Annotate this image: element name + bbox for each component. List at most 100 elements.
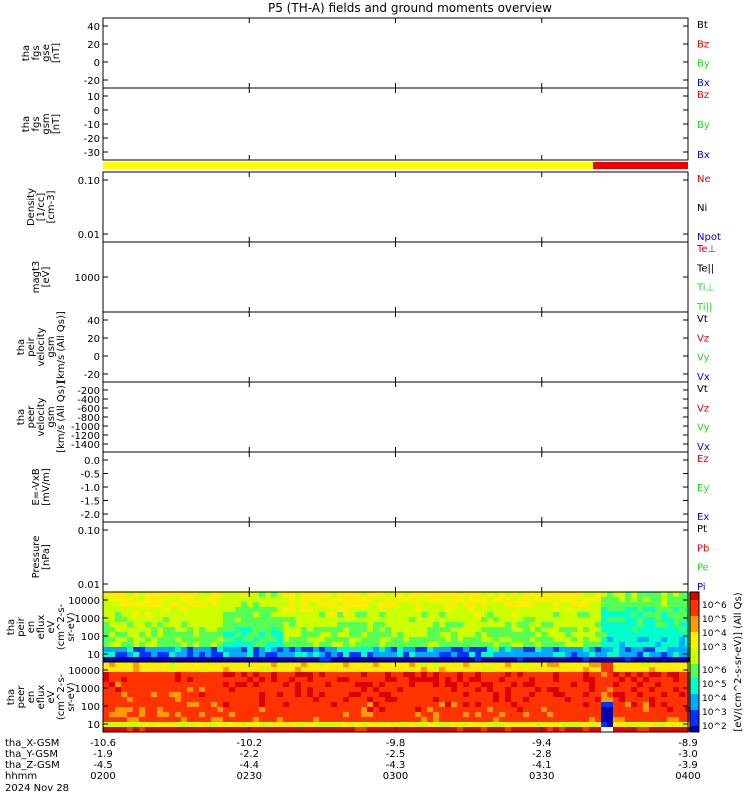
spectrogram-cell (637, 702, 643, 707)
spectrogram-cell (625, 592, 631, 597)
spectrogram-cell (679, 717, 685, 722)
spectrogram-cell (487, 672, 493, 677)
spectrogram-cell (517, 727, 523, 732)
spectrogram-cell (439, 722, 445, 727)
spectrogram-cell (247, 622, 253, 627)
spectrogram-cell (277, 722, 283, 727)
spectrogram-cell (655, 627, 661, 632)
spectrogram-cell (145, 662, 151, 667)
spectrogram-cell (445, 612, 451, 617)
spectrogram-cell (205, 662, 211, 667)
spectrogram-cell (619, 637, 625, 642)
spectrogram-cell (481, 632, 487, 637)
spectrogram-cell (235, 592, 241, 597)
y-tick-label: 0 (94, 106, 100, 117)
spectrogram-cell (511, 727, 517, 732)
spectrogram-cell (115, 617, 121, 622)
spectrogram-cell (499, 722, 505, 727)
spectrogram-cell (619, 642, 625, 647)
spectrogram-cell (415, 592, 421, 597)
spectrogram-cell (103, 592, 109, 597)
spectrogram-cell (481, 702, 487, 707)
spectrogram-cell (259, 687, 265, 692)
spectrogram-cell (415, 622, 421, 627)
spectrogram-cell (589, 702, 595, 707)
colorbar-cell (690, 692, 699, 694)
spectrogram-cell (439, 672, 445, 677)
spectrogram-cell (187, 707, 193, 712)
spectrogram-cell (535, 697, 541, 702)
spectrogram-cell (373, 592, 379, 597)
legend-entry: Ni (697, 203, 707, 214)
spectrogram-cell (241, 667, 247, 672)
spectrogram-cell (163, 712, 169, 717)
spectrogram-cell (265, 677, 271, 682)
spectrogram-cell (247, 712, 253, 717)
spectrogram-cell (391, 722, 397, 727)
spectrogram-cell (643, 722, 649, 727)
spectrogram-cell (661, 632, 667, 637)
spectrogram-cell (235, 652, 241, 657)
spectrogram-cell (643, 702, 649, 707)
spectrogram-cell (211, 607, 217, 612)
spectrogram-cell (589, 597, 595, 602)
spectrogram-cell (679, 667, 685, 672)
spectrogram-cell (325, 717, 331, 722)
spectrogram-cell (283, 707, 289, 712)
spectrogram-cell (649, 712, 655, 717)
spectrogram-cell (229, 612, 235, 617)
spectrogram-cell (151, 627, 157, 632)
spectrogram-cell (331, 592, 337, 597)
spectrogram-cell (595, 592, 601, 597)
spectrogram-cell (289, 707, 295, 712)
spectrogram-cell (139, 672, 145, 677)
spectrogram-cell (667, 682, 673, 687)
legend-entry: Vy (697, 353, 710, 364)
spectrogram-cell (223, 607, 229, 612)
colorbar-cell (690, 648, 699, 650)
spectrogram-cell (511, 617, 517, 622)
spectrogram-cell (613, 622, 619, 627)
spectrogram-cell (169, 637, 175, 642)
spectrogram-cell (349, 647, 355, 652)
spectrogram-cell (457, 677, 463, 682)
spectrogram-cell (139, 702, 145, 707)
spectrogram-cell (487, 687, 493, 692)
spectrogram-cell (379, 592, 385, 597)
spectrogram-cell (667, 637, 673, 642)
spectrogram-cell (433, 702, 439, 707)
legend-entry: Ey (697, 483, 709, 494)
spectrogram-cell (115, 682, 121, 687)
spectrogram-cell (127, 627, 133, 632)
spectrogram-cell (175, 637, 181, 642)
spectrogram-cell (493, 717, 499, 722)
spectrogram-cell (427, 637, 433, 642)
spectrogram-cell (199, 647, 205, 652)
spectrogram-cell (415, 707, 421, 712)
spectrogram-cell (181, 722, 187, 727)
spectrogram-cell (583, 692, 589, 697)
spectrogram-cell (595, 682, 601, 687)
spectrogram-cell (421, 727, 427, 732)
spectrogram-cell (217, 627, 223, 632)
spectrogram-cell (499, 702, 505, 707)
spectrogram-cell (637, 657, 643, 662)
spectrogram-cell (139, 617, 145, 622)
spectrogram-cell (241, 617, 247, 622)
spectrogram-cell (325, 707, 331, 712)
spectrogram-cell (679, 662, 685, 667)
spectrogram-cell (433, 592, 439, 597)
spectrogram-cell (181, 597, 187, 602)
spectrogram-cell (313, 597, 319, 602)
spectrogram-cell (229, 657, 235, 662)
spectrogram-cell (373, 617, 379, 622)
spectrogram-cell (103, 627, 109, 632)
spectrogram-cell (139, 607, 145, 612)
spectrogram-cell (451, 667, 457, 672)
spectrogram-cell (625, 622, 631, 627)
spectrogram-cell (469, 632, 475, 637)
spectrogram-cell (457, 642, 463, 647)
spectrogram-cell (529, 592, 535, 597)
spectrogram-cell (373, 702, 379, 707)
spectrogram-cell (673, 682, 679, 687)
